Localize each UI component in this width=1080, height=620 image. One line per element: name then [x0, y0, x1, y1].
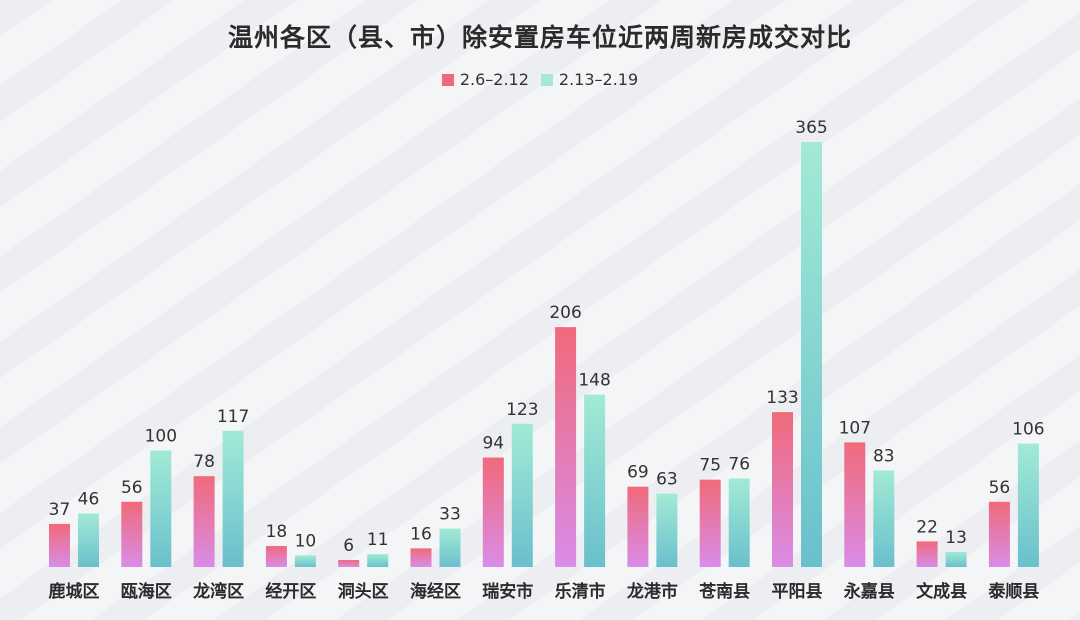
data-label-series-1-3: 18 — [266, 522, 288, 542]
legend-item-series-1: 2.6–2.12 — [441, 70, 529, 89]
data-label-series-1-5: 16 — [410, 524, 432, 544]
category-label-4: 洞头区 — [338, 582, 389, 602]
bar-series-1-12 — [916, 541, 938, 567]
bar-series-2-2 — [222, 430, 244, 567]
bar-series-1-1 — [121, 501, 143, 567]
bar-series-1-5 — [410, 548, 432, 567]
data-label-series-2-7: 148 — [578, 371, 610, 391]
data-label-series-1-2: 78 — [193, 452, 215, 472]
category-label-1: 瓯海区 — [121, 581, 172, 602]
bar-series-2-8 — [656, 493, 678, 567]
data-label-series-1-11: 107 — [839, 418, 871, 438]
data-label-series-2-11: 83 — [873, 446, 895, 466]
bar-series-2-7 — [584, 394, 606, 567]
bar-series-2-1 — [150, 450, 172, 567]
bar-series-2-13 — [1017, 443, 1039, 567]
bar-series-1-6 — [482, 457, 504, 567]
data-label-series-1-7: 206 — [549, 303, 581, 323]
legend-label-series-1: 2.6–2.12 — [459, 70, 529, 89]
bar-series-2-0 — [78, 513, 99, 567]
bar-series-1-7 — [555, 327, 577, 567]
data-label-series-1-6: 94 — [482, 434, 504, 454]
bar-series-1-13 — [988, 501, 1010, 567]
data-label-series-2-4: 11 — [367, 530, 389, 550]
bar-series-2-3 — [294, 555, 316, 567]
data-label-series-2-12: 13 — [945, 528, 967, 548]
data-label-series-1-9: 75 — [699, 456, 721, 476]
bar-series-2-5 — [439, 528, 461, 567]
data-label-series-2-10: 365 — [795, 118, 827, 138]
bar-series-2-9 — [728, 478, 750, 567]
data-label-series-1-1: 56 — [121, 478, 143, 498]
bar-series-1-11 — [844, 442, 866, 567]
bar-series-2-12 — [945, 551, 967, 567]
data-label-series-2-2: 117 — [217, 407, 249, 427]
legend-swatch-series-1 — [441, 73, 454, 86]
data-label-series-2-9: 76 — [728, 455, 750, 475]
data-label-series-1-8: 69 — [627, 463, 649, 483]
category-label-8: 龙港市 — [626, 581, 678, 602]
chart-title: 温州各区（县、市）除安置房车位近两周新房成交对比 — [227, 23, 852, 52]
category-label-10: 平阳县 — [772, 582, 823, 602]
category-label-11: 永嘉县 — [843, 581, 895, 602]
data-label-series-1-4: 6 — [343, 536, 354, 556]
data-label-series-1-13: 56 — [989, 478, 1011, 498]
data-label-series-2-5: 33 — [439, 505, 461, 525]
category-label-2: 龙湾区 — [192, 581, 244, 602]
bar-series-1-4 — [338, 560, 360, 567]
bar-series-1-3 — [265, 546, 287, 567]
bar-series-1-9 — [699, 479, 721, 567]
category-label-6: 瑞安市 — [482, 581, 533, 602]
category-label-3: 经开区 — [265, 581, 316, 602]
category-label-7: 乐清市 — [555, 581, 606, 602]
data-label-series-2-13: 106 — [1012, 420, 1044, 440]
data-label-series-2-8: 63 — [656, 470, 678, 490]
bar-series-1-10 — [772, 412, 793, 567]
legend-item-series-2: 2.13–2.19 — [540, 70, 639, 89]
bar-series-2-4 — [367, 554, 389, 567]
data-label-series-2-6: 123 — [506, 400, 538, 420]
bar-series-1-2 — [193, 476, 215, 567]
category-label-0: 鹿城区 — [49, 581, 100, 602]
bar-series-1-0 — [49, 523, 70, 567]
bar-series-2-10 — [801, 142, 822, 567]
legend-swatch-series-2 — [540, 73, 553, 86]
data-label-series-2-0: 46 — [78, 489, 100, 509]
category-label-12: 文成县 — [916, 581, 967, 602]
bar-series-2-11 — [873, 470, 895, 567]
data-label-series-1-10: 133 — [766, 388, 798, 408]
legend-label-series-2: 2.13–2.19 — [558, 70, 639, 89]
data-label-series-1-0: 37 — [49, 500, 71, 520]
bar-series-2-6 — [511, 423, 533, 567]
data-label-series-1-12: 22 — [916, 517, 938, 537]
category-label-13: 泰顺县 — [988, 581, 1039, 602]
data-label-series-2-3: 10 — [295, 531, 317, 551]
chart-legend: 2.6–2.12 2.13–2.19 — [0, 70, 1080, 89]
category-label-9: 苍南县 — [698, 581, 750, 602]
bar-series-1-8 — [627, 486, 649, 567]
data-label-series-2-1: 100 — [145, 427, 177, 447]
category-label-5: 海经区 — [410, 581, 461, 602]
